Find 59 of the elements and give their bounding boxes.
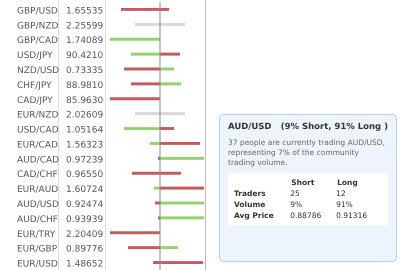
y-tick-label: CAD/JPY <box>17 96 54 106</box>
y-tick-label: EUR/TRY <box>17 230 56 240</box>
y-tick-label: USD/CAD <box>17 126 59 136</box>
y-tick-label: AUD/CAD <box>17 155 60 166</box>
bar <box>160 156 204 160</box>
text: 0.89776 <box>66 244 104 255</box>
bar <box>128 246 160 250</box>
text: 90.4210 <box>66 51 104 62</box>
bar <box>154 186 160 190</box>
text: 1.60724 <box>66 185 104 196</box>
bar <box>160 186 204 190</box>
y-tick-label: NZD/USD <box>17 66 60 76</box>
bar <box>160 68 174 70</box>
y-tick-label: EUR/NZD <box>17 110 58 121</box>
y-tick-label: CAD/CHF <box>17 170 58 180</box>
y-tick-label: GBP/USD <box>17 6 58 16</box>
bar <box>155 202 160 204</box>
text: 0.96550 <box>66 170 104 180</box>
y-tick-label: EUR/GBP <box>17 244 58 255</box>
bar <box>160 52 180 56</box>
bar <box>160 202 204 204</box>
text: 2.02609 <box>66 110 104 121</box>
text: 0.73335 <box>66 66 104 76</box>
text: 1.05164 <box>66 126 104 136</box>
text: 2.25599 <box>66 21 104 32</box>
y-tick-label: GBP/NZD <box>17 21 59 32</box>
bar <box>124 127 160 130</box>
text: 1.65535 <box>66 6 104 16</box>
bar <box>160 142 200 145</box>
bar <box>110 97 160 100</box>
bar <box>160 127 174 130</box>
y-tick-label: EUR/AUD <box>17 185 58 196</box>
text: (9% Short, 91% Long ) <box>280 122 388 132</box>
y-tick-label: EUR/CAD <box>17 140 58 150</box>
bar <box>110 231 160 234</box>
bar <box>131 82 160 86</box>
bar <box>150 142 160 145</box>
text: 88.9810 <box>66 80 104 91</box>
y-tick-label: AUD/USD <box>17 200 60 210</box>
y-tick-label: GBP/CAD <box>17 36 58 46</box>
text: 1.74089 <box>66 36 104 46</box>
bar <box>160 82 181 86</box>
text: 0.93939 <box>66 214 104 225</box>
text: 0.92474 <box>66 200 104 210</box>
bar <box>124 68 160 70</box>
text: 2.20409 <box>66 230 104 240</box>
text: 1.56323 <box>66 140 104 150</box>
text: AUD/USD <box>228 122 272 132</box>
y-tick-label: AUD/CHF <box>17 214 58 225</box>
y-tick-label: EUR/USD <box>17 260 58 270</box>
bar <box>110 38 160 41</box>
y-tick-label: CHF/JPY <box>17 80 52 91</box>
text: 1.48652 <box>66 260 104 270</box>
bar <box>160 216 204 220</box>
bar <box>160 246 178 250</box>
text: 0.97239 <box>66 155 104 166</box>
bar <box>131 52 160 56</box>
text: 85.9630 <box>66 96 104 106</box>
y-tick-label: USD/JPY <box>17 51 54 62</box>
